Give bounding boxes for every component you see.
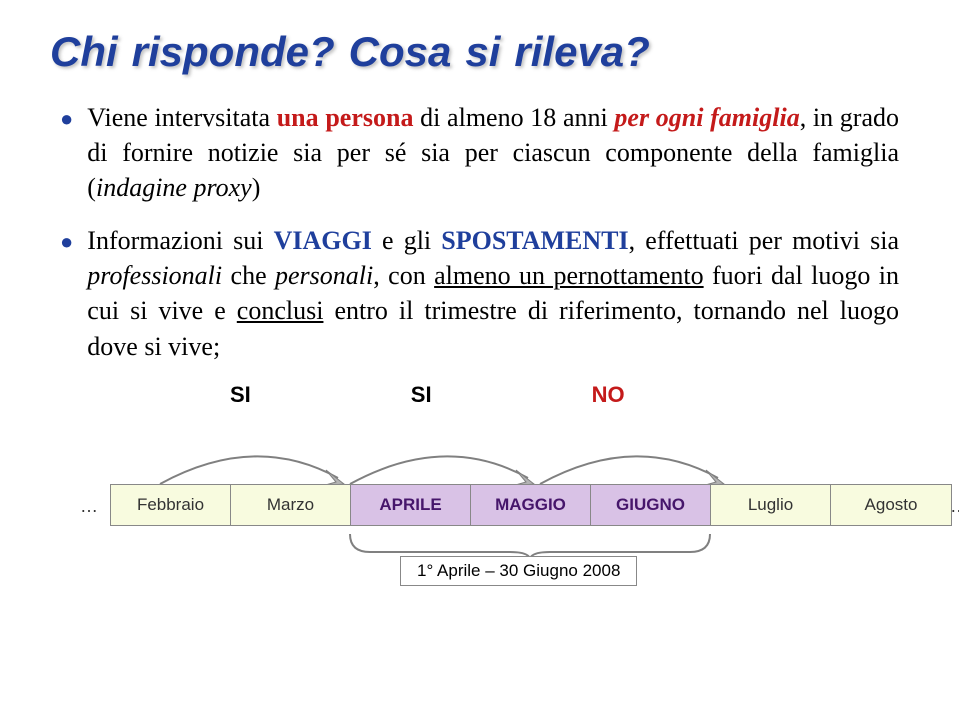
- month-cell: Agosto: [831, 485, 951, 525]
- title-word: rileva?: [514, 28, 649, 76]
- bullet-list: ●Viene intervsitata una persona di almen…: [60, 100, 899, 364]
- title-word: Cosa: [349, 28, 452, 76]
- month-row: FebbraioMarzoAPRILEMAGGIOGIUGNOLuglioAgo…: [110, 484, 952, 526]
- title-word: Chi: [50, 28, 118, 76]
- period-caption: 1° Aprile – 30 Giugno 2008: [400, 556, 637, 586]
- month-cell: GIUGNO: [591, 485, 711, 525]
- dots-right: …: [950, 496, 959, 517]
- bullet-marker: ●: [60, 104, 73, 205]
- brace-svg: [50, 526, 959, 556]
- month-cell: MAGGIO: [471, 485, 591, 525]
- si-si-no-row: SI SI NO: [230, 382, 909, 408]
- month-cell: Febbraio: [111, 485, 231, 525]
- dots-left: …: [80, 496, 98, 517]
- bullet-item: ●Informazioni sui VIAGGI e gli SPOSTAMEN…: [60, 223, 899, 363]
- bullet-item: ●Viene intervsitata una persona di almen…: [60, 100, 899, 205]
- page-title: Chi risponde? Cosasi rileva?: [50, 28, 909, 76]
- si-label: SI: [411, 382, 432, 408]
- bullet-marker: ●: [60, 227, 73, 363]
- month-cell: APRILE: [351, 485, 471, 525]
- bullet-text: Informazioni sui VIAGGI e gli SPOSTAMENT…: [87, 223, 899, 363]
- no-label: NO: [592, 382, 625, 408]
- timeline-diagram: … FebbraioMarzoAPRILEMAGGIOGIUGNOLuglioA…: [50, 412, 909, 552]
- si-label: SI: [230, 382, 251, 408]
- month-cell: Luglio: [711, 485, 831, 525]
- bullet-text: Viene intervsitata una persona di almeno…: [87, 100, 899, 205]
- month-cell: Marzo: [231, 485, 351, 525]
- title-word: risponde?: [132, 28, 335, 76]
- title-word: si: [465, 28, 500, 76]
